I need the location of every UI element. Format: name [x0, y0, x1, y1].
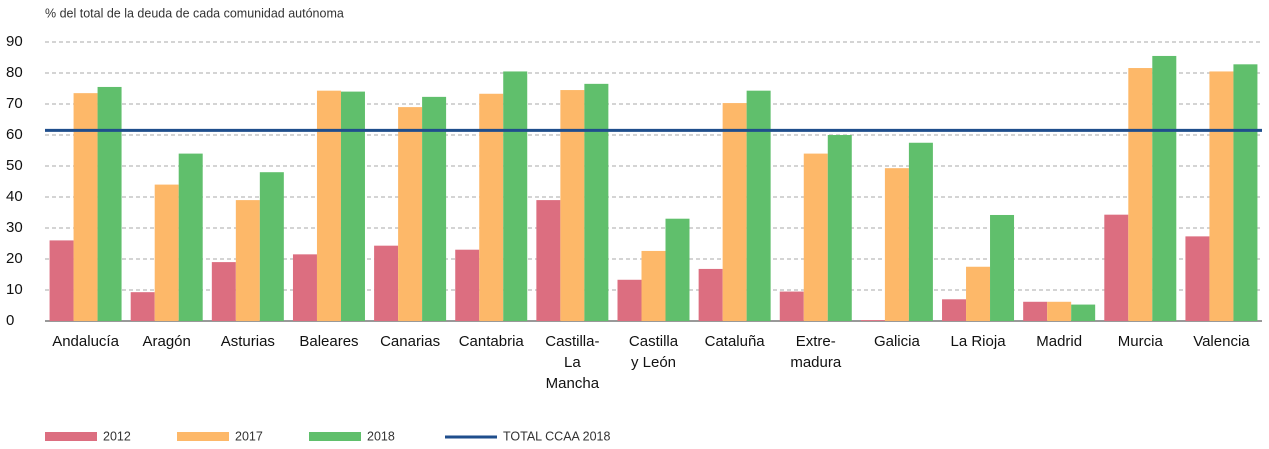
bar	[49, 240, 74, 321]
bar	[130, 292, 155, 321]
y-tick-label: 20	[6, 250, 23, 267]
bar	[942, 299, 967, 321]
bar	[398, 107, 423, 321]
bar	[479, 93, 504, 322]
bar	[374, 245, 399, 321]
legend-label: 2017	[235, 429, 263, 443]
bar	[617, 279, 642, 321]
bar	[884, 168, 909, 321]
bar	[211, 262, 236, 321]
bar	[908, 142, 933, 321]
bar	[340, 91, 365, 321]
y-tick-label: 50	[6, 157, 23, 174]
bar	[292, 254, 317, 321]
y-tick-label: 40	[6, 188, 23, 205]
legend-swatch	[177, 432, 229, 441]
bar	[1185, 236, 1210, 321]
bar	[722, 103, 747, 321]
bar	[1071, 304, 1096, 321]
bar	[1233, 64, 1258, 321]
bar	[235, 200, 260, 321]
bar	[1209, 71, 1234, 321]
bar	[560, 90, 585, 321]
bar	[455, 249, 480, 321]
bar	[73, 93, 98, 322]
y-tick-label: 90	[6, 33, 23, 50]
y-tick-label: 80	[6, 64, 23, 81]
x-tick-label: Castilla	[629, 333, 679, 350]
bar	[779, 291, 804, 321]
bar	[1128, 68, 1153, 321]
x-tick-label: La Rioja	[951, 333, 1007, 350]
y-tick-label: 70	[6, 95, 23, 112]
y-tick-label: 60	[6, 126, 23, 143]
bar	[990, 214, 1015, 321]
legend-label: TOTAL CCAA 2018	[503, 429, 611, 443]
bar	[584, 83, 609, 321]
x-tick-label: Mancha	[546, 375, 600, 392]
x-tick-label: Murcia	[1118, 333, 1164, 350]
y-tick-label: 0	[6, 312, 14, 329]
x-tick-label: Madrid	[1036, 333, 1082, 350]
legend-swatch	[45, 432, 97, 441]
bar	[1047, 301, 1072, 321]
x-tick-label: Castilla-	[545, 333, 599, 350]
x-tick-label: Valencia	[1193, 333, 1250, 350]
y-axis-label: % del total de la deuda de cada comunida…	[45, 6, 344, 20]
x-tick-label: Andalucía	[52, 333, 119, 350]
y-tick-label: 30	[6, 219, 23, 236]
y-tick-label: 10	[6, 281, 23, 298]
x-tick-label: Cantabria	[459, 333, 525, 350]
x-tick-label: Baleares	[299, 333, 358, 350]
x-tick-label: Aragón	[143, 333, 191, 350]
x-tick-label: La	[564, 354, 581, 371]
x-tick-label: Asturias	[221, 333, 275, 350]
bar	[665, 218, 690, 321]
bar	[827, 135, 852, 321]
bar	[97, 86, 122, 321]
bar	[154, 184, 179, 321]
bar	[698, 268, 723, 321]
bar	[1152, 55, 1177, 321]
x-tick-label: y León	[631, 354, 676, 371]
x-tick-label: Galicia	[874, 333, 921, 350]
x-tick-label: madura	[790, 354, 842, 371]
x-tick-label: Canarias	[380, 333, 440, 350]
bar	[316, 90, 341, 321]
bar	[860, 320, 885, 321]
bar	[803, 153, 828, 321]
bar	[641, 250, 666, 321]
bar	[746, 90, 771, 321]
legend-label: 2018	[367, 429, 395, 443]
bar	[1023, 301, 1048, 321]
legend-swatch	[309, 432, 361, 441]
legend-label: 2012	[103, 429, 131, 443]
bar	[536, 200, 561, 321]
bar	[259, 172, 284, 321]
bar	[966, 266, 991, 321]
bar	[178, 153, 203, 321]
bar	[503, 71, 528, 321]
x-tick-label: Cataluña	[705, 333, 766, 350]
x-tick-label: Extre-	[796, 333, 836, 350]
bar	[1104, 214, 1129, 321]
bar	[422, 96, 447, 322]
